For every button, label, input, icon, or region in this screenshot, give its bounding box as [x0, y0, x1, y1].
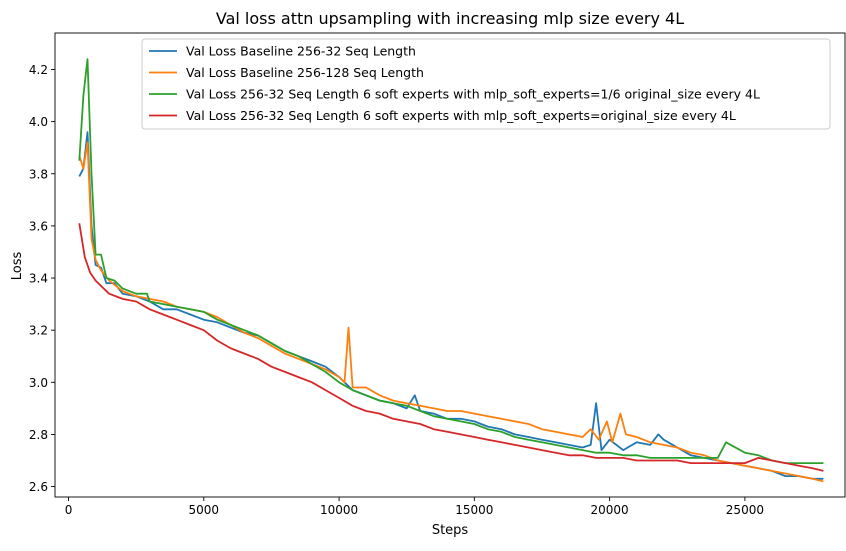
- legend: Val Loss Baseline 256-32 Seq Length Val L…: [141, 38, 831, 130]
- x-tick-label: 20000: [591, 503, 629, 517]
- series-line-3: [78, 58, 824, 464]
- y-tick-label: 3.0: [29, 376, 48, 390]
- y-tick-label: 3.2: [29, 324, 48, 338]
- series-lines: [78, 58, 824, 483]
- x-tick-label: 0: [65, 503, 73, 517]
- y-tick-label: 2.8: [29, 428, 48, 442]
- x-tick-label: 10000: [320, 503, 358, 517]
- axis-ticks: 0 5000 10000 15000 20000 25000 2.6 2.8 3.0 3.2 3.4…: [29, 63, 764, 517]
- x-axis-label: Steps: [432, 523, 469, 538]
- y-tick-label: 4.0: [29, 115, 48, 129]
- plot-frame: [54, 32, 846, 498]
- x-tick-label: 15000: [455, 503, 493, 517]
- series-line-4: [78, 223, 824, 472]
- legend-box: [141, 38, 831, 130]
- legend-label-3: Val Loss 256-32 Seq Length 6 soft expert…: [186, 87, 760, 102]
- legend-label-4: Val Loss 256-32 Seq Length 6 soft expert…: [186, 108, 736, 123]
- y-tick-label: 3.8: [29, 167, 48, 181]
- y-tick-label: 3.4: [29, 272, 48, 286]
- y-tick-label: 2.6: [29, 480, 48, 494]
- y-tick-label: 3.6: [29, 219, 48, 233]
- legend-label-1: Val Loss Baseline 256-32 Seq Length: [186, 44, 416, 59]
- y-axis-label: Loss: [10, 252, 25, 281]
- x-tick-label: 25000: [726, 503, 764, 517]
- y-tick-label: 4.2: [29, 63, 48, 77]
- x-tick-label: 5000: [189, 503, 220, 517]
- legend-label-2: Val Loss Baseline 256-128 Seq Length: [186, 65, 424, 80]
- chart-title: Val loss attn upsampling with increasing…: [216, 9, 684, 28]
